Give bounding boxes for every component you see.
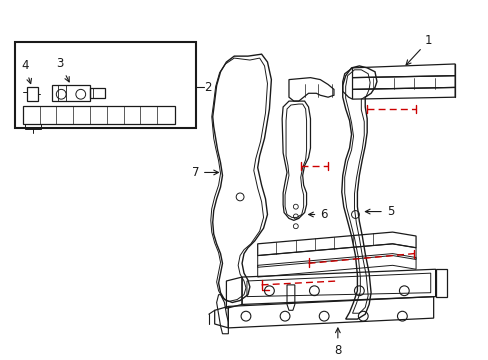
Text: 1: 1 (405, 34, 431, 65)
Text: 2: 2 (203, 81, 211, 94)
Text: 5: 5 (365, 205, 393, 218)
Text: 3: 3 (57, 58, 69, 82)
Text: 8: 8 (333, 328, 341, 356)
Text: 4: 4 (21, 59, 31, 84)
Text: 6: 6 (308, 208, 327, 221)
Text: 7: 7 (191, 166, 218, 179)
Bar (15, 42, 196, 129)
